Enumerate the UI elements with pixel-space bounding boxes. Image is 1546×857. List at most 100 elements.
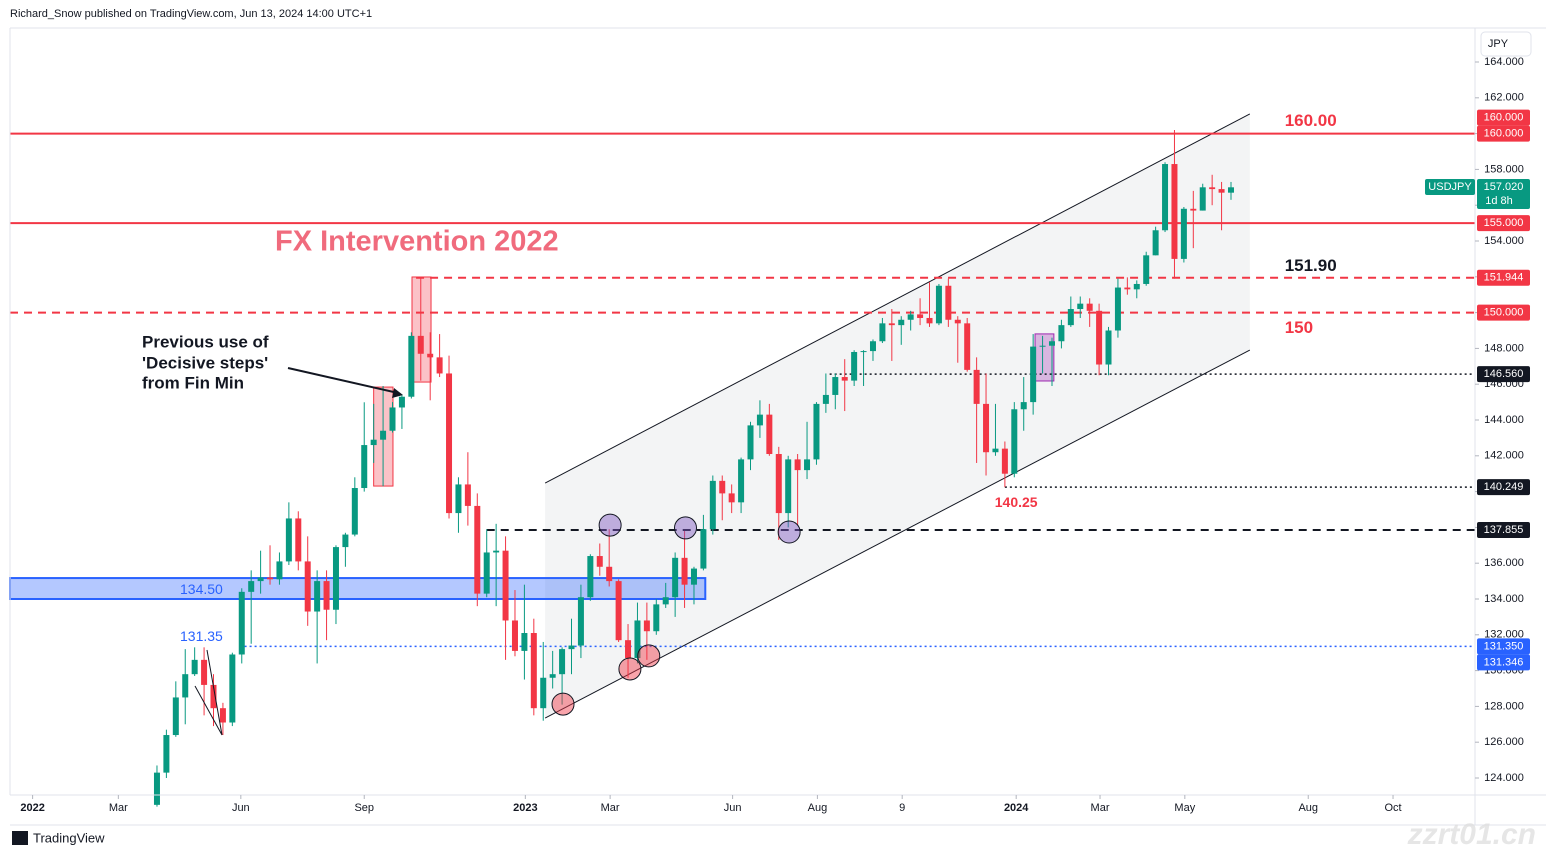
y-tick-label: 144.000 — [1484, 414, 1524, 426]
candle-body — [502, 550, 509, 621]
candle-body — [398, 396, 405, 408]
candle-body — [1039, 345, 1046, 347]
price-box — [1477, 269, 1530, 286]
candle-body — [1011, 409, 1018, 474]
candle-body — [521, 633, 528, 651]
candle-body — [511, 620, 518, 651]
candle-body — [163, 735, 170, 773]
price-box-label: 131.350 — [1484, 640, 1524, 652]
candle-body — [587, 556, 594, 598]
candle-body — [1152, 230, 1159, 256]
price-box-label: 151.944 — [1484, 272, 1524, 284]
y-tick-label: 136.000 — [1484, 557, 1524, 569]
drawing — [194, 649, 223, 736]
candle-body — [945, 285, 952, 320]
x-tick-label: 2022 — [20, 802, 44, 814]
candle-body — [549, 674, 556, 678]
candle-body — [332, 547, 339, 610]
candle-body — [709, 480, 716, 530]
candle-body — [342, 534, 349, 548]
candle-body — [276, 561, 283, 580]
symbol-box — [1425, 178, 1475, 195]
price-box — [1477, 366, 1530, 383]
marker — [551, 692, 575, 716]
marker — [618, 657, 642, 681]
marker — [637, 644, 661, 668]
candle-body — [700, 529, 707, 569]
zone-label: 134.50 — [180, 581, 223, 597]
candle-body — [1209, 187, 1216, 190]
candle-body — [888, 323, 895, 326]
candle-body — [1143, 255, 1150, 284]
candle-body — [917, 314, 924, 318]
channel-line — [544, 113, 1251, 484]
price-box-label: 150.000 — [1484, 307, 1524, 319]
y-tick-label: 124.000 — [1484, 772, 1524, 784]
candle-body — [1227, 187, 1234, 193]
candle-body — [907, 314, 914, 320]
candle-body — [860, 351, 867, 353]
candle-body — [728, 493, 735, 503]
candle-body — [304, 561, 311, 612]
price-box — [1477, 215, 1530, 232]
candle-body — [417, 335, 424, 354]
price-box — [1477, 638, 1530, 655]
note: 'Decisive steps' — [142, 353, 268, 372]
candle-body — [1086, 303, 1093, 311]
currency-button[interactable] — [1480, 31, 1532, 57]
note: from Fin Min — [142, 373, 244, 392]
price-box — [1477, 521, 1530, 538]
y-tick-label: 164.000 — [1484, 56, 1524, 68]
channel-line — [544, 349, 1251, 719]
x-tick-label: Aug — [1298, 802, 1318, 814]
candle-body — [973, 369, 980, 404]
candle-body — [747, 425, 754, 460]
x-tick-label: Mar — [109, 802, 128, 814]
arrow — [287, 367, 399, 394]
candle-body — [672, 557, 679, 598]
candle-body — [493, 550, 500, 553]
candle-body — [577, 597, 584, 646]
candle-body — [615, 581, 622, 641]
candle-body — [351, 488, 358, 535]
candle-body — [1114, 287, 1121, 331]
candle-body — [841, 377, 848, 381]
candle-body — [559, 649, 566, 675]
price-box-label: 160.000 — [1484, 128, 1524, 140]
candle-body — [191, 659, 198, 675]
candle-body — [869, 341, 876, 352]
candle-body — [1218, 189, 1225, 193]
level-annotation: 150 — [1285, 318, 1313, 337]
candle-body — [785, 459, 792, 514]
header: Richard_Snow published on TradingView.co… — [10, 8, 372, 20]
candle-body — [1058, 325, 1065, 342]
y-tick-label: 162.000 — [1484, 92, 1524, 104]
candle-body — [427, 353, 434, 358]
candle-body — [219, 708, 226, 723]
price-box-label: 131.346 — [1484, 656, 1524, 668]
x-tick-label: Aug — [808, 802, 828, 814]
candle-body — [794, 459, 801, 471]
marker — [598, 513, 622, 537]
candle-body — [813, 403, 820, 460]
y-tick-label: 142.000 — [1484, 450, 1524, 462]
candle-body — [1001, 448, 1008, 474]
candle-body — [879, 323, 886, 342]
candle-body — [822, 394, 829, 404]
price-box — [1477, 125, 1530, 142]
candle-body — [935, 285, 942, 324]
candle-body — [766, 414, 773, 455]
candle-body — [690, 568, 697, 585]
price-box-label: 155.000 — [1484, 217, 1524, 229]
candle-body — [257, 577, 264, 582]
candle-body — [530, 633, 537, 709]
y-tick-label: 128.000 — [1484, 700, 1524, 712]
candle-body — [1105, 330, 1112, 365]
x-tick-label: Mar — [1091, 802, 1110, 814]
price-box-label: 146.560 — [1484, 368, 1524, 380]
x-tick-label: Oct — [1384, 802, 1401, 814]
x-tick-label: 9 — [899, 802, 905, 814]
candle-body — [738, 459, 745, 503]
